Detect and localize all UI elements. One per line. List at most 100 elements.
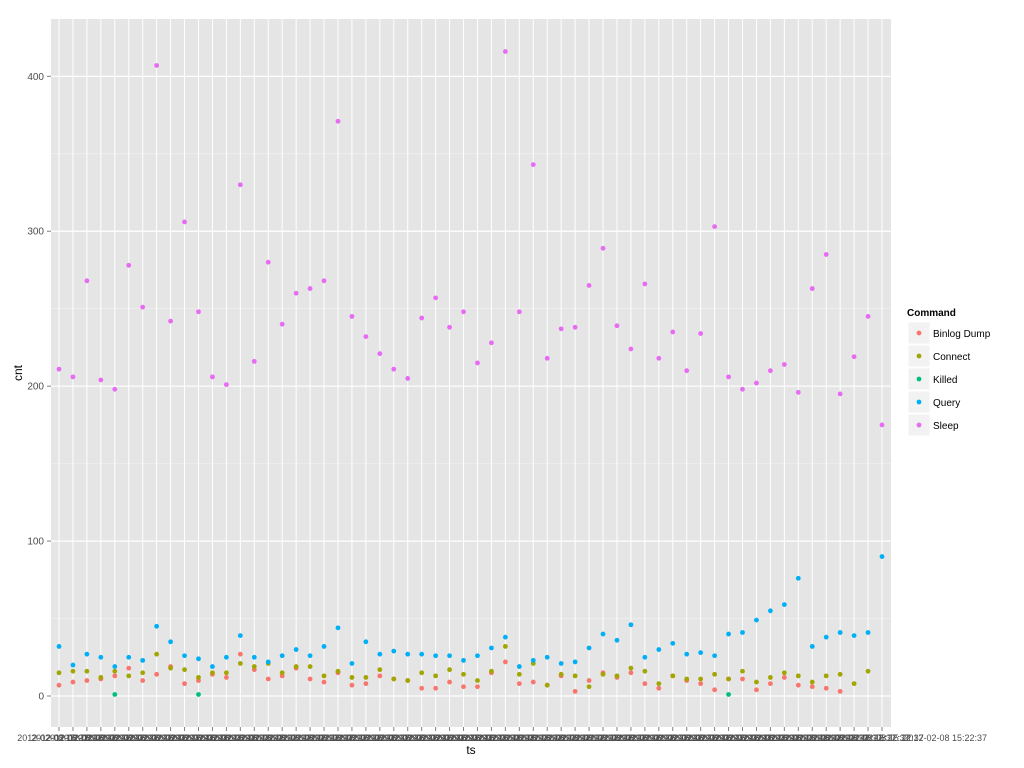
point-connect: [670, 673, 676, 679]
point-query: [726, 631, 731, 637]
point-binlog-dump: [823, 685, 829, 691]
point-sleep: [433, 295, 439, 301]
point-binlog-dump: [349, 682, 355, 688]
y-tick-label: 0: [38, 692, 44, 703]
point-sleep: [572, 324, 578, 330]
legend-label: Binlog Dump: [933, 329, 991, 340]
point-sleep: [112, 386, 118, 392]
point-query: [433, 653, 439, 659]
point-query: [251, 654, 257, 660]
point-query: [279, 653, 285, 659]
x-tick-label: 2012-02-08 15:22:37: [478, 733, 562, 743]
point-sleep: [809, 286, 815, 291]
point-binlog-dump: [712, 687, 718, 693]
point-query: [865, 630, 871, 635]
point-binlog-dump: [70, 679, 76, 685]
point-query: [795, 575, 801, 581]
point-query: [210, 664, 215, 669]
x-tick-label: 2012-02-08 15:22:37: [143, 733, 227, 743]
point-binlog-dump: [475, 684, 480, 690]
point-connect: [321, 673, 327, 679]
point-sleep: [447, 324, 452, 330]
point-connect: [251, 664, 257, 669]
point-sleep: [489, 340, 494, 346]
legend-label: Connect: [933, 352, 970, 363]
x-tick-label: 2012-02-08 15:22:37: [59, 733, 143, 743]
point-query: [196, 656, 201, 662]
x-tick-label: 2012-02-08 15:22:37: [45, 733, 129, 743]
point-binlog-dump: [740, 676, 745, 682]
point-query: [70, 662, 76, 668]
point-binlog-dump: [84, 678, 90, 683]
x-tick-label: 2012-02-08 15:22:37: [296, 733, 380, 743]
point-sleep: [628, 346, 634, 352]
point-sleep: [419, 315, 425, 321]
point-connect: [182, 667, 187, 673]
point-connect: [293, 664, 299, 669]
point-sleep: [265, 259, 271, 265]
point-query: [447, 653, 452, 659]
x-tick-label: 2012-02-08 15:22:37: [561, 733, 645, 743]
point-query: [84, 651, 90, 657]
point-connect: [684, 676, 690, 682]
x-tick-label: 2012-02-08 15:22:37: [310, 733, 394, 743]
point-sleep: [502, 49, 508, 54]
point-sleep: [98, 377, 104, 383]
point-binlog-dump: [656, 685, 662, 691]
point-connect: [196, 675, 201, 680]
point-connect: [223, 670, 229, 676]
point-sleep: [210, 374, 215, 380]
point-sleep: [321, 278, 327, 284]
x-tick-label: 2012-02-08 15:22:37: [352, 733, 436, 743]
point-sleep: [530, 162, 536, 168]
point-connect: [56, 670, 62, 676]
point-binlog-dump: [112, 673, 118, 679]
x-tick-label: 2012-02-08 15:22:37: [840, 733, 924, 743]
point-connect: [628, 665, 634, 671]
legend-items: Binlog Dump Connect Killed Query Sleep: [907, 321, 991, 437]
point-killed: [726, 692, 731, 697]
point-binlog-dump: [768, 681, 773, 687]
point-binlog-dump: [628, 670, 634, 676]
point-binlog-dump: [237, 651, 243, 657]
point-query: [489, 645, 494, 651]
point-binlog-dump: [642, 681, 648, 687]
point-binlog-dump: [321, 679, 327, 685]
point-query: [112, 664, 118, 669]
point-connect: [851, 681, 857, 687]
point-sleep: [558, 326, 564, 332]
legend-title: Command: [907, 308, 956, 319]
point-sleep: [754, 380, 759, 386]
point-query: [154, 623, 160, 629]
point-sleep: [154, 63, 160, 68]
point-query: [628, 622, 634, 628]
point-query: [293, 647, 299, 652]
x-tick-label: 2012-02-08 15:22:37: [212, 733, 296, 743]
point-connect: [70, 668, 76, 674]
x-tick-label: 2012-02-08 15:22:37: [282, 733, 366, 743]
point-connect: [865, 668, 871, 674]
point-sleep: [251, 358, 257, 364]
point-sleep: [377, 351, 383, 357]
x-tick-label: 2012-02-08 15:22:37: [812, 733, 896, 743]
point-connect: [126, 673, 132, 679]
x-tick-label: 2012-02-08 15:22:37: [436, 733, 520, 743]
point-binlog-dump: [837, 688, 843, 694]
point-sleep: [363, 334, 369, 339]
point-connect: [335, 668, 341, 674]
point-connect: [210, 670, 215, 676]
point-killed: [112, 692, 118, 697]
y-tick-label: 100: [27, 537, 44, 548]
point-query: [614, 637, 620, 643]
point-connect: [461, 671, 466, 677]
point-sleep: [768, 368, 773, 374]
x-tick-label: 2012-02-08 15:22:37: [547, 733, 631, 743]
point-binlog-dump: [698, 681, 704, 687]
point-query: [223, 654, 229, 660]
point-sleep: [698, 331, 704, 336]
y-tick-label: 200: [27, 382, 44, 393]
point-binlog-dump: [809, 684, 815, 690]
legend-label: Query: [933, 398, 960, 409]
point-connect: [823, 673, 829, 679]
x-tick-label: 2012-02-08 15:22:37: [743, 733, 827, 743]
